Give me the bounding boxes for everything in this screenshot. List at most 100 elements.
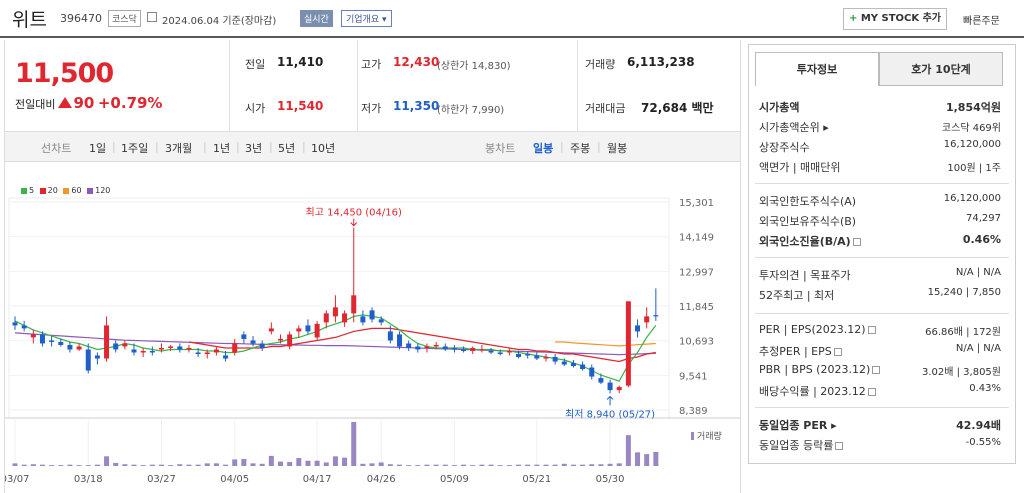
volume-bar	[461, 464, 467, 466]
candle-body	[589, 367, 595, 377]
x-tick-label: 04/17	[303, 474, 332, 485]
candle-body	[76, 346, 82, 350]
help-icon[interactable]	[867, 326, 876, 334]
current-price: 11,500	[15, 58, 114, 89]
info-value: 74,297	[966, 213, 1001, 224]
x-tick-label: 05/09	[440, 474, 469, 485]
candle-body	[168, 346, 174, 348]
candle-body	[461, 349, 467, 351]
moving-average-ma5	[14, 314, 657, 382]
period-10y[interactable]: 10년	[311, 142, 336, 155]
candle-body	[424, 346, 430, 348]
prev-close-label: 전일	[245, 58, 266, 71]
volume-bar	[305, 460, 311, 466]
candle-body	[653, 315, 659, 317]
price-chart[interactable]: 15,301 14,149 12,997 11,845 10,693 9,541 8,389…	[5, 190, 741, 490]
info-value: 16,120,000	[943, 139, 1001, 150]
help-icon[interactable]	[872, 366, 881, 374]
info-label: PBR | BPS (2023.12)	[759, 363, 871, 376]
candle-body	[607, 382, 613, 391]
volume-bar	[113, 462, 119, 466]
candle-body	[305, 325, 311, 332]
candle-body	[470, 347, 476, 351]
candle-weekly[interactable]: 주봉	[570, 142, 591, 155]
period-3m[interactable]: 3개월	[165, 142, 193, 155]
info-label: 투자의견 | 목표주가	[759, 269, 851, 282]
tab-invest-info[interactable]: 투자정보	[755, 52, 879, 86]
volume-bar	[488, 464, 494, 466]
candle-body	[625, 301, 631, 386]
volume-bar	[232, 459, 238, 466]
volume-bar	[580, 464, 586, 466]
info-value: 42.94배	[956, 419, 1001, 432]
tab-order-book[interactable]: 호가 10단계	[879, 52, 1003, 86]
info-label: 시가총액순위 ▸	[759, 121, 829, 134]
legend-swatch-120	[87, 187, 94, 194]
period-1y[interactable]: 1년	[213, 142, 231, 155]
period-5y[interactable]: 5년	[278, 142, 296, 155]
open-label: 시가	[245, 102, 266, 115]
volume-bar	[397, 464, 403, 466]
info-value: 100원 | 1주	[947, 163, 1001, 174]
candle-body	[479, 349, 485, 351]
info-row: 시가총액순위 ▸ 코스닥 469위	[759, 119, 1001, 135]
stock-code: 396470	[60, 12, 102, 25]
candle-body	[30, 334, 36, 338]
candle-body	[415, 346, 421, 350]
volume-bar	[76, 465, 82, 466]
candle-body	[296, 328, 302, 332]
volume-bar	[369, 463, 375, 466]
low-label: 저가	[361, 102, 382, 115]
x-tick-label: 03/07	[5, 474, 29, 485]
candle-body	[223, 355, 229, 359]
info-divider	[755, 257, 1009, 258]
base-date: 2024.06.04 기준(장마감)	[162, 16, 277, 27]
info-value: N/A | N/A	[955, 267, 1001, 278]
high-value: 12,430	[393, 55, 440, 69]
y-tick-label: 8,389	[679, 406, 708, 417]
candle-chart-label: 봉차트	[485, 142, 516, 155]
candle-monthly[interactable]: 월봉	[607, 142, 628, 155]
candle-body	[433, 344, 439, 347]
info-row: 동일업종 PER ▸ 42.94배	[759, 417, 1001, 433]
info-value: -0.55%	[965, 437, 1001, 448]
help-icon[interactable]	[835, 442, 844, 450]
stock-name: 위트	[12, 9, 47, 31]
volume-bar	[442, 464, 448, 466]
candle-body	[323, 313, 329, 323]
volume-bar	[259, 463, 265, 466]
info-value: 15,240 | 7,850	[927, 287, 1001, 298]
volume-bar	[296, 458, 302, 466]
info-row: 추정PER | EPS N/A | N/A	[759, 343, 1001, 359]
info-value: 0.46%	[962, 233, 1001, 246]
help-icon[interactable]	[867, 388, 876, 396]
mystock-add-button[interactable]: + MY STOCK 추가	[843, 8, 947, 30]
volume-bar	[94, 464, 100, 466]
separator: |	[597, 140, 601, 153]
stock-header: 위트 396470 코스닥 2024.06.04 기준(장마감) 실시간 기업개…	[0, 0, 1024, 38]
info-label: 동일업종 등락률	[759, 439, 834, 452]
info-row: PBR | BPS (2023.12) 3.02배 | 3,805원	[759, 363, 1001, 378]
info-row: 투자의견 | 목표주가 N/A | N/A	[759, 267, 1001, 283]
help-icon[interactable]	[852, 238, 861, 246]
period-3y[interactable]: 3년	[245, 142, 263, 155]
candle-daily[interactable]: 일봉	[533, 142, 554, 155]
separator: |	[560, 140, 564, 153]
candle-body	[451, 347, 457, 350]
volume-legend-swatch	[691, 432, 694, 440]
volume-bar	[12, 463, 18, 466]
candle-body	[598, 378, 604, 383]
help-icon[interactable]	[833, 348, 842, 356]
candle-body	[277, 338, 283, 341]
volume-bar	[250, 463, 256, 466]
divider	[357, 40, 358, 131]
quick-order-button[interactable]: 빠른주문	[963, 16, 1000, 27]
period-1d[interactable]: 1일	[89, 142, 107, 155]
period-1w[interactable]: 1주일	[121, 142, 149, 155]
corp-info-dropdown[interactable]: 기업개요 ▾	[341, 10, 392, 27]
realtime-button[interactable]: 실시간	[300, 10, 333, 27]
min-price-label: 최저 8,940 (05/27)	[565, 408, 655, 420]
volume-bar	[177, 464, 183, 466]
info-label: 상장주식수	[759, 141, 810, 154]
legend-swatch-5	[21, 187, 27, 194]
